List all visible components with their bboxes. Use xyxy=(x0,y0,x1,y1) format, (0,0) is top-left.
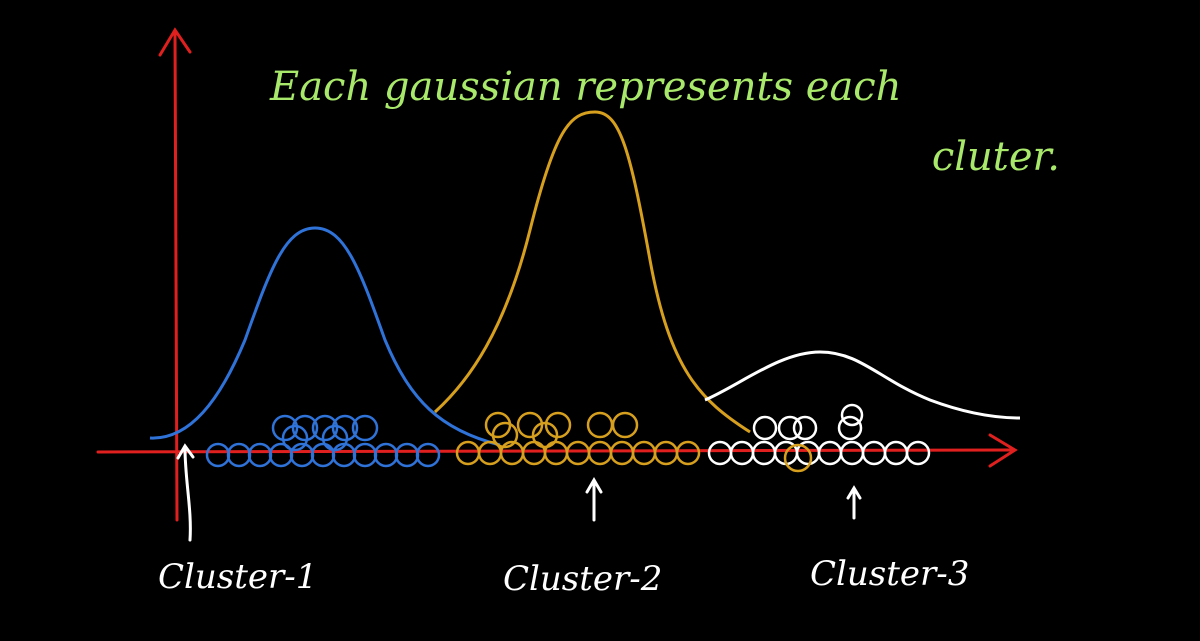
cluster-label: Cluster-3 xyxy=(810,554,969,594)
point xyxy=(311,414,339,442)
point xyxy=(491,421,519,449)
point xyxy=(837,415,863,441)
pointers xyxy=(176,443,862,542)
point xyxy=(331,414,359,442)
x-axis xyxy=(96,448,1014,454)
pointer-2-head xyxy=(585,477,603,494)
y-axis xyxy=(173,30,179,522)
point xyxy=(905,440,931,466)
point xyxy=(415,442,441,468)
point xyxy=(271,414,299,442)
point xyxy=(531,421,559,449)
gaussian-3 xyxy=(704,350,1021,420)
point xyxy=(783,443,813,473)
point xyxy=(792,415,818,441)
point xyxy=(840,403,864,427)
annotation-line-1: Each gaussian represents each xyxy=(269,64,901,110)
x-arrowhead xyxy=(988,433,1018,468)
points xyxy=(205,403,931,473)
point xyxy=(291,414,319,442)
point xyxy=(321,424,349,452)
point xyxy=(752,415,778,441)
pointer-1-head xyxy=(176,443,195,460)
pointer-1 xyxy=(183,446,192,542)
annotation-line-2: cluter. xyxy=(932,134,1060,180)
gaussian-1 xyxy=(149,226,501,447)
pointer-3-head xyxy=(846,485,862,500)
point xyxy=(611,411,639,439)
point xyxy=(351,414,379,442)
cluster-label: Cluster-2 xyxy=(503,559,662,599)
point xyxy=(675,440,701,466)
point xyxy=(281,424,309,452)
point xyxy=(777,415,803,441)
point xyxy=(516,411,544,439)
gaussian-2 xyxy=(433,110,751,434)
y-arrowhead xyxy=(158,27,192,57)
cluster-label: Cluster-1 xyxy=(158,557,317,597)
